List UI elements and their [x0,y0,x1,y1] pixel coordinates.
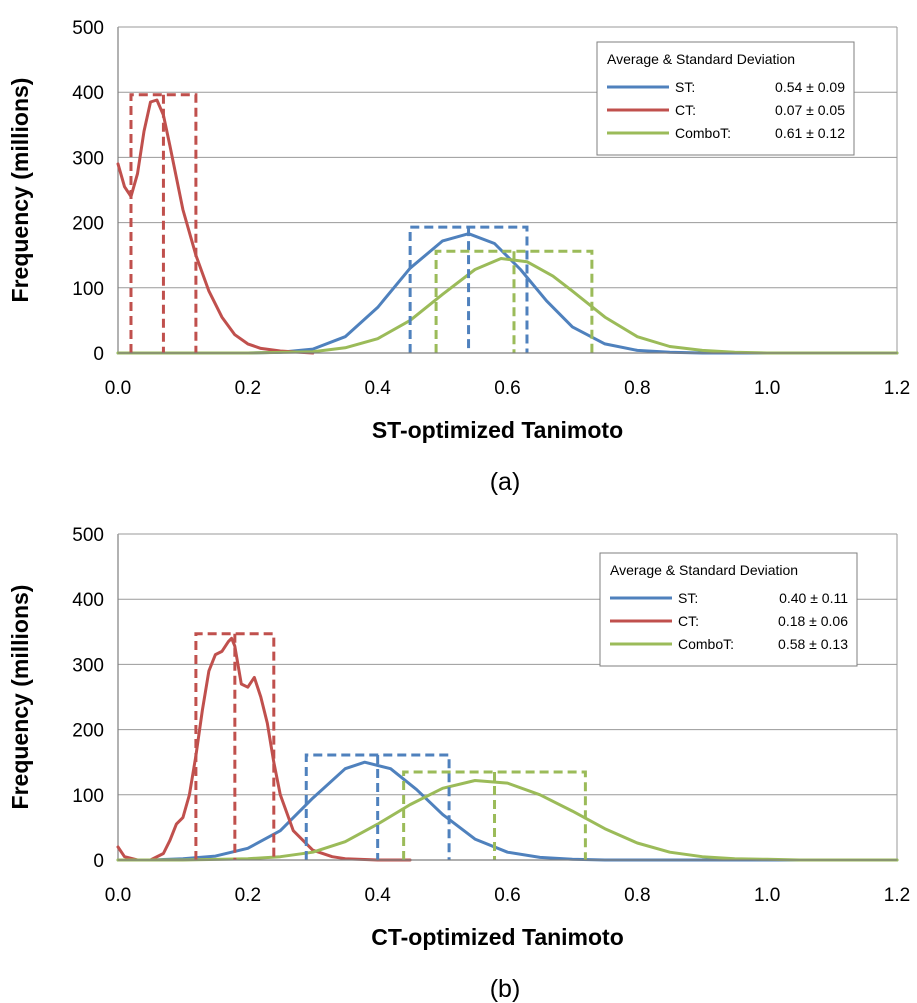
legend: Average & Standard Deviation ST: 0.54 ± 0.… [596,41,855,156]
y-axis-title: Frequency (millions) [7,78,33,303]
x-tick-label: 0.8 [624,885,650,906]
x-tick-label: 0.8 [624,378,650,399]
chart-panel-b: 0 100 200 300 400 500 0.0 0.2 0.4 0.6 0.8 1.0 1.2 CT-… [7,525,910,1003]
x-tick-label: 0.4 [364,378,391,399]
legend-title: Average & Standard Deviation [610,562,798,578]
panel-label: (a) [490,468,521,496]
y-tick-label: 300 [72,148,104,169]
x-tick-label: 1.2 [884,378,910,399]
panel-label: (b) [490,975,521,1003]
y-tick-label: 0 [93,851,104,872]
x-tick-label: 0.0 [105,378,131,399]
x-tick-label: 0.2 [235,885,261,906]
x-tick-label: 0.0 [105,885,131,906]
sd-box-combot [434,249,594,353]
y-tick-label: 200 [72,214,104,235]
legend-label: CT: [678,613,699,629]
x-tick-label: 1.2 [884,885,910,906]
legend-stat: 0.54 ± 0.09 [775,79,845,95]
y-tick-label: 400 [72,590,104,611]
legend-stat: 0.18 ± 0.06 [778,613,848,629]
x-tick-label: 0.4 [364,885,391,906]
series-line-combot [116,779,899,862]
x-axis-title: ST-optimized Tanimoto [372,417,623,443]
y-tick-label: 300 [72,655,104,676]
x-tick-label: 0.6 [494,378,520,399]
y-tick-label: 100 [72,279,104,300]
y-tick-label: 100 [72,786,104,807]
legend-stat: 0.40 ± 0.11 [779,590,848,606]
legend-label: ComboT: [678,636,734,652]
x-tick-label: 1.0 [754,885,780,906]
y-tick-label: 200 [72,721,104,742]
legend-label: CT: [675,102,696,118]
legend: Average & Standard Deviation ST: 0.40 ± 0.… [599,552,858,667]
series-line-ct [116,636,412,862]
x-tick-label: 1.0 [754,378,780,399]
chart-panel-a: 0 100 200 300 400 500 0.0 0.2 0.4 0.6 0.8 1.0 1.2 ST-… [7,18,910,496]
legend-box [596,41,855,156]
legend-title: Average & Standard Deviation [607,51,795,67]
legend-label: ComboT: [675,125,731,141]
legend-box [599,552,858,667]
legend-stat: 0.07 ± 0.05 [775,102,845,118]
series-line-combot [116,257,899,355]
sd-box-ct [129,93,198,353]
series-line-st [116,760,899,862]
y-tick-label: 400 [72,83,104,104]
x-tick-label: 0.2 [235,378,261,399]
y-tick-label: 500 [72,525,104,546]
legend-stat: 0.61 ± 0.12 [775,125,845,141]
y-tick-label: 500 [72,18,104,39]
series-line-ct [116,98,315,355]
series-line-st [116,232,899,355]
legend-label: ST: [675,79,695,95]
sd-box-ct [194,632,276,860]
x-axis-title: CT-optimized Tanimoto [371,924,624,950]
legend-stat: 0.58 ± 0.13 [778,636,848,652]
y-tick-label: 0 [93,344,104,365]
y-axis-title: Frequency (millions) [7,585,33,810]
legend-label: ST: [678,590,698,606]
x-tick-label: 0.6 [494,885,520,906]
sd-box-combot [402,770,587,860]
